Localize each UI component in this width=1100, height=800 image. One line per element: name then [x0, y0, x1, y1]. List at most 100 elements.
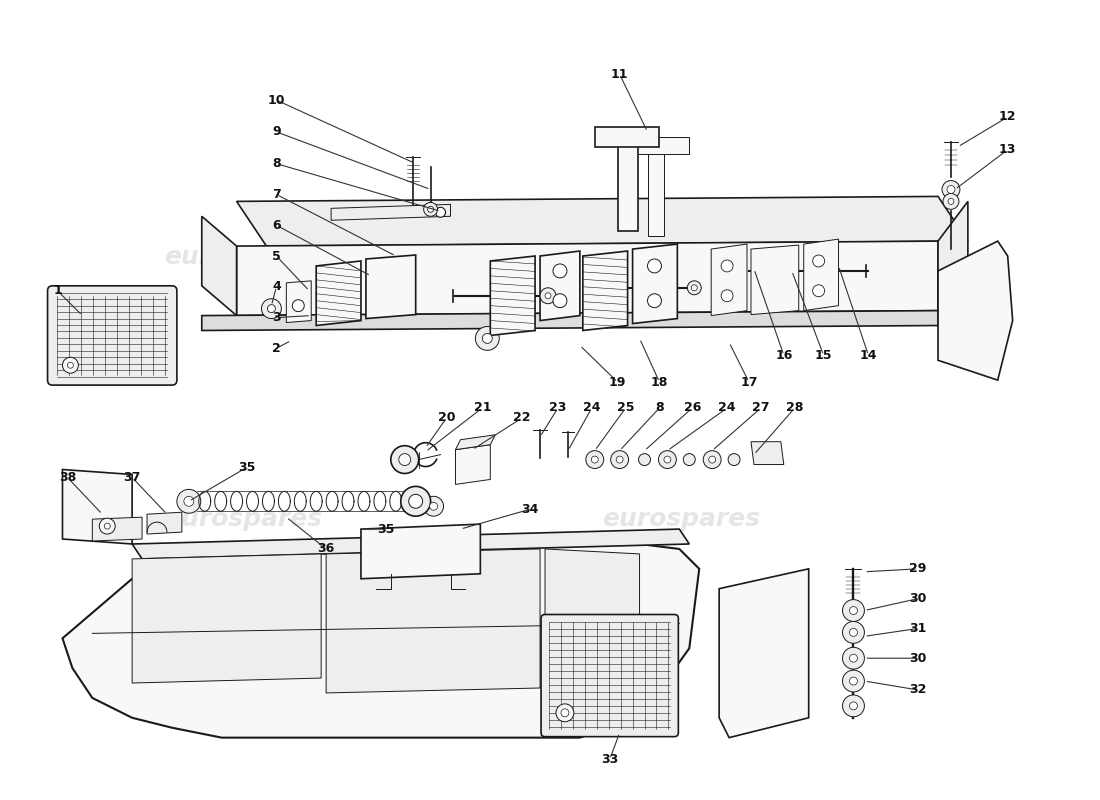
Circle shape [947, 186, 955, 194]
Circle shape [664, 456, 671, 463]
Circle shape [843, 647, 865, 669]
Circle shape [942, 181, 960, 198]
Circle shape [943, 194, 959, 210]
Circle shape [610, 450, 628, 469]
Circle shape [849, 677, 857, 685]
Circle shape [540, 288, 556, 304]
Text: 19: 19 [609, 376, 626, 389]
Polygon shape [455, 445, 491, 485]
Circle shape [592, 456, 598, 463]
Circle shape [424, 202, 438, 216]
Text: 12: 12 [999, 110, 1016, 123]
Text: 35: 35 [238, 461, 255, 474]
Circle shape [722, 260, 733, 272]
Text: 2: 2 [272, 342, 280, 355]
Polygon shape [938, 202, 968, 310]
Polygon shape [491, 256, 535, 335]
Text: 8: 8 [272, 157, 280, 170]
Circle shape [553, 294, 566, 308]
Circle shape [184, 496, 194, 506]
Polygon shape [544, 549, 639, 713]
Text: 23: 23 [549, 402, 566, 414]
Circle shape [436, 207, 446, 218]
Polygon shape [132, 529, 690, 559]
Circle shape [849, 654, 857, 662]
Text: 22: 22 [514, 411, 531, 424]
Text: 27: 27 [752, 402, 770, 414]
Polygon shape [132, 554, 321, 683]
Text: 33: 33 [601, 753, 618, 766]
Polygon shape [719, 569, 808, 738]
Polygon shape [331, 204, 451, 220]
Polygon shape [938, 241, 1013, 380]
Text: 15: 15 [815, 349, 833, 362]
Circle shape [428, 206, 433, 212]
Polygon shape [63, 470, 132, 544]
Text: 30: 30 [910, 652, 927, 665]
Circle shape [553, 264, 566, 278]
Circle shape [849, 629, 857, 636]
Circle shape [104, 523, 110, 529]
Circle shape [708, 456, 716, 463]
Circle shape [648, 294, 661, 308]
Circle shape [267, 305, 275, 313]
Circle shape [586, 450, 604, 469]
Text: 13: 13 [999, 143, 1016, 156]
Circle shape [843, 670, 865, 692]
Text: 24: 24 [718, 402, 736, 414]
Text: eurospares: eurospares [165, 507, 322, 531]
Text: 4: 4 [272, 280, 280, 294]
Text: 5: 5 [272, 250, 280, 262]
Circle shape [813, 255, 825, 267]
Polygon shape [361, 524, 481, 578]
Circle shape [849, 606, 857, 614]
Text: 32: 32 [910, 683, 927, 697]
Circle shape [722, 290, 733, 302]
Polygon shape [751, 245, 799, 314]
Text: 6: 6 [272, 218, 280, 232]
Text: 38: 38 [58, 471, 76, 484]
Circle shape [659, 450, 676, 469]
Polygon shape [583, 251, 628, 330]
Circle shape [843, 622, 865, 643]
Text: 21: 21 [474, 402, 491, 414]
Circle shape [400, 486, 430, 516]
Circle shape [475, 326, 499, 350]
Polygon shape [366, 255, 416, 318]
Polygon shape [147, 512, 182, 534]
Text: 37: 37 [123, 471, 141, 484]
Polygon shape [326, 549, 540, 693]
Text: 25: 25 [617, 402, 635, 414]
Text: 10: 10 [267, 94, 285, 106]
Circle shape [849, 702, 857, 710]
Text: 20: 20 [438, 411, 455, 424]
Text: 26: 26 [683, 402, 701, 414]
Circle shape [544, 293, 551, 298]
FancyBboxPatch shape [541, 614, 679, 737]
Polygon shape [712, 244, 747, 315]
Circle shape [648, 259, 661, 273]
Circle shape [399, 454, 410, 466]
Circle shape [390, 446, 419, 474]
Text: eurospares: eurospares [165, 245, 322, 269]
Circle shape [430, 502, 438, 510]
Text: 28: 28 [786, 402, 803, 414]
Text: 16: 16 [776, 349, 792, 362]
Circle shape [691, 285, 697, 290]
Text: 29: 29 [910, 562, 927, 575]
Text: 7: 7 [272, 188, 280, 201]
Circle shape [409, 494, 422, 508]
Text: 8: 8 [656, 402, 663, 414]
Text: 36: 36 [318, 542, 334, 555]
Polygon shape [595, 127, 659, 146]
Polygon shape [540, 251, 580, 321]
Polygon shape [316, 261, 361, 326]
Circle shape [843, 600, 865, 622]
Circle shape [639, 454, 650, 466]
Circle shape [424, 496, 443, 516]
Text: 14: 14 [859, 349, 877, 362]
Polygon shape [625, 137, 690, 154]
Polygon shape [751, 442, 784, 465]
Polygon shape [632, 244, 678, 323]
Polygon shape [286, 281, 311, 322]
